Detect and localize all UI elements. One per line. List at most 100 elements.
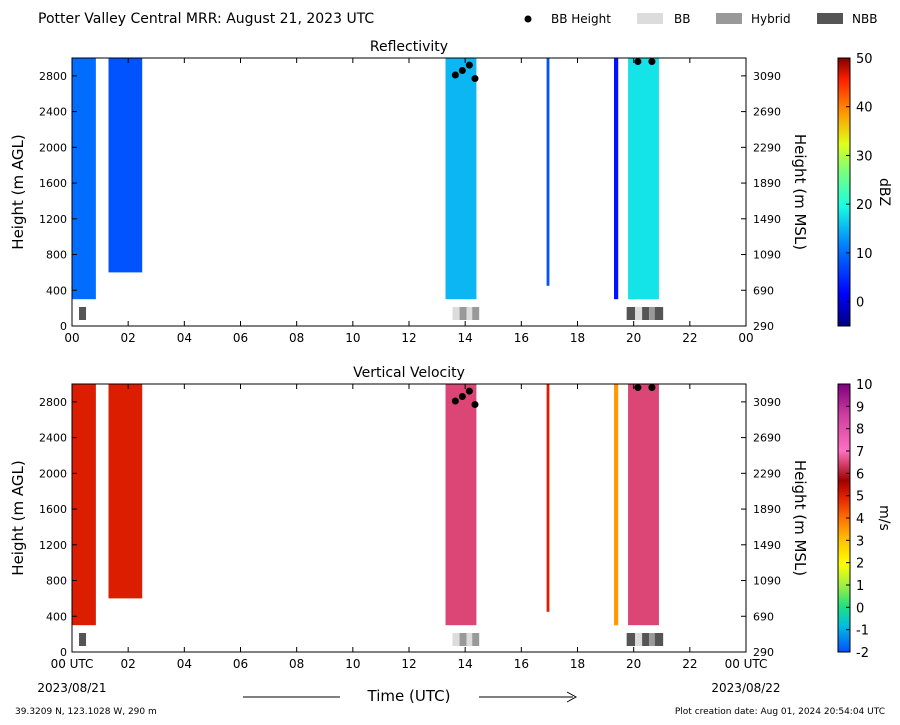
bb-height-point-3 [471,75,479,83]
vertical-velocity-y-axis-label: Height (m AGL) [9,460,27,575]
precip-echo-1 [108,58,143,273]
precip-echo-1 [108,384,143,599]
x-tick-label: 08 [289,657,304,671]
y-tick-label: 400 [46,284,67,297]
colorbar-tick-label: 6 [856,467,864,482]
colorbar-tick-label: 7 [856,445,864,460]
y-tick-label: 1200 [39,539,67,552]
vertical-velocity-colorbar-ticks: -2 -1 0 1 2 3 4 5 6 7 8 9 10 [846,378,873,661]
bb-height-point-5 [648,384,656,392]
x-tick-label: 06 [233,657,248,671]
reflectivity-colorbar-label: dBZ [876,178,892,206]
x-tick-label: 22 [682,657,697,671]
precip-echo-2 [445,58,477,300]
x-tick-label: 12 [401,657,416,671]
legend-nbb-label: NBB [852,12,877,26]
bb-height-point-0 [451,71,459,79]
vertical-velocity-y2-axis-label: Height (m MSL) [791,460,809,576]
x-tick-label: 18 [570,331,585,345]
precip-echo-4 [614,58,619,300]
y-tick-label: 2400 [39,432,67,445]
legend-hybrid-swatch [716,13,742,24]
y2-tick-label: 1890 [753,177,781,190]
x-tick-label: 04 [177,331,192,345]
colorbar-tick-label: 40 [856,101,873,116]
bb-class-bar-6 [635,633,643,646]
colorbar-tick-label: 0 [856,601,864,616]
x-tick-label: 02 [121,331,136,345]
y-tick-label: 2800 [39,396,67,409]
colorbar-tick-label: 30 [856,149,873,164]
y2-tick-label: 2690 [753,106,781,119]
precip-echo-2 [445,384,477,626]
y2-tick-label: 3090 [753,70,781,83]
footer-creation-date: Plot creation date: Aug 01, 2024 20:54:0… [675,707,885,717]
legend-bb-height-label: BB Height [551,12,611,26]
precip-echo-5 [628,384,659,626]
y2-tick-label: 1890 [753,503,781,516]
y2-tick-label: 2690 [753,432,781,445]
y2-tick-label: 290 [753,646,774,659]
colorbar-tick-label: 3 [856,534,864,549]
x-tick-label: 14 [458,657,473,671]
colorbar-tick-label: 0 [856,296,864,311]
footer-location: 39.3209 N, 123.1028 W, 290 m [15,707,157,717]
bb-class-bar-9 [654,307,664,320]
y2-tick-label: 690 [753,284,774,297]
x-date-end-label: 2023/08/22 [711,681,780,695]
y2-tick-label: 2290 [753,141,781,154]
x-axis-label: Time (UTC) [367,687,451,705]
y2-tick-label: 1490 [753,213,781,226]
bb-class-bar-1 [452,633,460,646]
bb-height-point-2 [465,61,473,69]
y-tick-label: 2800 [39,70,67,83]
colorbar-tick-label: 10 [856,247,873,262]
colorbar-tick-label: 4 [856,512,864,527]
legend-nbb-swatch [817,13,843,24]
y2-tick-label: 1490 [753,539,781,552]
figure-title: Potter Valley Central MRR: August 21, 20… [38,11,374,27]
bb-class-bar-4 [472,307,480,320]
bb-class-bar-1 [452,307,460,320]
x-tick-label: 00 UTC [725,657,768,671]
bb-height-point-3 [471,401,479,409]
bb-height-point-2 [465,387,473,395]
y-tick-label: 2000 [39,467,67,480]
bb-height-point-1 [458,393,466,401]
reflectivity-panel: Reflectivity 00 02 04 06 08 10 12 14 16 18 20 22 000… [9,39,892,345]
x-tick-label: 00 UTC [51,657,94,671]
x-tick-label: 10 [345,657,360,671]
y-tick-label: 0 [60,320,67,333]
x-tick-label: 22 [682,331,697,345]
bb-class-bar-2 [459,307,467,320]
bb-height-point-4 [634,58,642,66]
vertical-velocity-title: Vertical Velocity [353,365,465,381]
y-tick-label: 1200 [39,213,67,226]
legend-bb-swatch [637,13,663,24]
x-date-start-label: 2023/08/21 [37,681,106,695]
colorbar-tick-label: 20 [856,198,873,213]
vertical-velocity-plot-area: 00 UTC 02 04 06 08 10 12 14 16 18 20 22 00 UTC040080… [39,383,781,671]
bb-height-point-1 [458,67,466,75]
bb-height-point-0 [451,397,459,405]
x-tick-label: 12 [401,331,416,345]
x-tick-label: 14 [458,331,473,345]
precip-echo-0 [72,384,96,626]
colorbar-tick-label: -1 [856,624,869,639]
colorbar-tick-label: 1 [856,579,864,594]
bb-class-bar-8 [649,307,655,320]
bb-class-bar-4 [472,633,480,646]
y-tick-label: 2400 [39,106,67,119]
colorbar-tick-label: 2 [856,557,864,572]
reflectivity-colorbar-ticks: 0 10 20 30 40 50 [846,52,873,311]
x-tick-label: 00 [64,331,79,345]
y2-tick-label: 1090 [753,249,781,262]
bb-class-bar-3 [466,307,473,320]
y2-tick-label: 1090 [753,575,781,588]
colorbar-tick-label: 8 [856,423,864,438]
y2-tick-label: 2290 [753,467,781,480]
bb-class-bar-6 [635,307,643,320]
x-tick-label: 10 [345,331,360,345]
precip-echo-0 [72,58,96,300]
bb-class-bar-5 [626,633,636,646]
